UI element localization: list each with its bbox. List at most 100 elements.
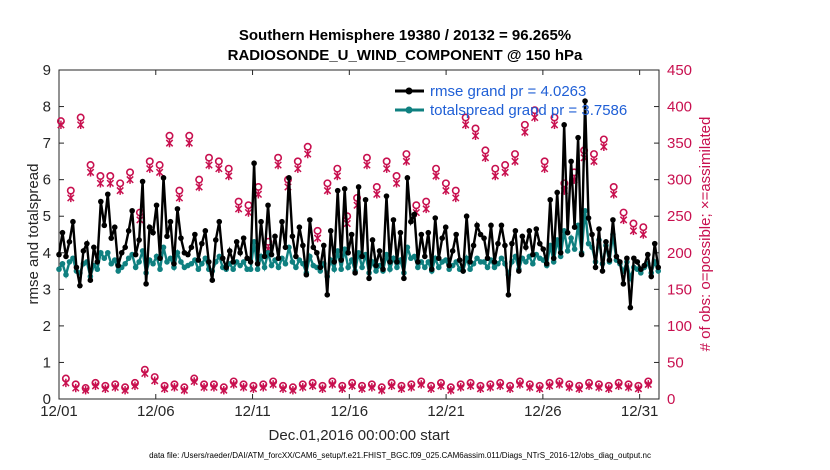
totalspread-point (247, 266, 254, 273)
left-axis-ticks: 0 1 2 3 4 5 6 7 8 9 (43, 62, 64, 408)
totalspread-point (585, 240, 592, 247)
obs-assimilated-marker (437, 381, 445, 391)
obs-assimilated-marker (575, 384, 583, 393)
totalspread-point (188, 260, 195, 267)
totalspread-point (132, 264, 139, 271)
totalspread-point (387, 266, 393, 273)
rmse-point (136, 237, 142, 243)
xtick-label: 12/01 (40, 403, 78, 420)
rmse-point (258, 218, 264, 225)
rmse-point (334, 187, 341, 194)
rmse-point (171, 260, 177, 267)
rmse-point (98, 198, 104, 205)
rmse-point (613, 253, 620, 260)
rmse-point (505, 292, 512, 298)
obs-assimilated-marker (624, 383, 633, 392)
rmse-point (240, 235, 247, 241)
y2tick-label: 100 (667, 318, 692, 335)
obs-assimilated-marker (131, 381, 139, 391)
obs-assimilated-marker (447, 386, 455, 395)
obs-assimilated-marker (382, 164, 391, 173)
totalspread-point (240, 259, 247, 265)
totalspread-point (104, 249, 111, 256)
y2tick-label: 150 (667, 281, 692, 298)
rmse-point (428, 266, 435, 273)
rmse-point (655, 264, 662, 271)
rmse-point (557, 249, 564, 256)
rmse-point (477, 231, 484, 238)
rmse-point (209, 277, 216, 283)
obs-assimilated-marker (67, 193, 75, 203)
obs-assimilated-marker (397, 384, 406, 393)
rmse-point (610, 217, 616, 223)
rmse-point (575, 134, 581, 141)
totalspread-point (338, 266, 344, 273)
rmse-point (150, 229, 156, 236)
totalspread-point (125, 255, 132, 262)
rmse-point (233, 239, 240, 245)
obs-assimilated-marker (368, 383, 376, 392)
rmse-point (101, 222, 108, 229)
obs-assimilated-marker (555, 380, 564, 389)
totalspread-point (411, 253, 418, 260)
rmse-point (157, 255, 163, 262)
totalspread-point (101, 255, 108, 262)
ytick-label: 0 (43, 391, 51, 408)
obs-assimilated-marker (116, 186, 124, 195)
totalspread-point (157, 266, 163, 273)
rmse-point (432, 215, 439, 221)
obs-assimilated-marker (545, 381, 554, 391)
totalspread-point (94, 266, 101, 273)
rmse-point (373, 262, 379, 269)
rmse-point (261, 253, 268, 260)
rmse-point (596, 226, 602, 232)
rmse-point (592, 264, 599, 271)
rmse-point (94, 259, 101, 265)
obs-assimilated-marker (96, 179, 105, 188)
obs-assimilated-marker (461, 120, 470, 130)
rmse-point (327, 228, 334, 234)
rmse-point (533, 226, 540, 232)
totalspread-point (160, 244, 167, 251)
obs-assimilated-marker (279, 384, 287, 393)
totalspread-point (355, 249, 362, 256)
obs-assimilated-marker (72, 383, 80, 393)
rmse-point (589, 231, 595, 238)
totalspread-point (474, 255, 480, 262)
rmse-point (279, 218, 285, 225)
totalspread-point (359, 264, 365, 271)
rmse-point (59, 229, 66, 236)
rmse-point (265, 202, 271, 209)
totalspread-point (523, 259, 529, 265)
obs-assimilated-marker (363, 160, 371, 170)
obs-assimilated-marker (521, 127, 529, 137)
obs-assimilated-marker (289, 386, 297, 395)
rmse-point (634, 259, 641, 265)
obs-assimilated-marker (200, 383, 208, 392)
obs-assimilated-marker (313, 233, 322, 243)
rmse-point (554, 189, 560, 196)
rmse-point (331, 259, 338, 265)
obs-assimilated-marker (452, 193, 460, 203)
rmse-point (125, 228, 132, 234)
obs-assimilated-marker (81, 386, 90, 395)
obs-assimilated-marker (57, 120, 65, 130)
rmse-point (585, 215, 592, 221)
y2-axis-label: # of obs: o=possible; ×=assimilated (697, 117, 714, 352)
obs-assimilated-marker (456, 383, 465, 392)
obs-assimilated-marker (205, 160, 213, 170)
obs-assimilated-marker (639, 230, 648, 239)
totalspread-point (150, 260, 156, 267)
rmse-point (484, 255, 491, 262)
obs-assimilated-marker (565, 383, 574, 392)
rmse-point (422, 253, 428, 260)
y2tick-label: 250 (667, 208, 692, 225)
xtick-label: 12/26 (524, 403, 562, 420)
rmse-point (153, 202, 160, 209)
y2tick-label: 300 (667, 172, 692, 189)
obs-assimilated-marker (486, 383, 495, 392)
legend-rmse-label: rmse grand pr = 4.0263 (430, 83, 586, 100)
rmse-point (512, 228, 519, 234)
rmse-point (442, 224, 449, 230)
rmse-point (178, 235, 184, 241)
